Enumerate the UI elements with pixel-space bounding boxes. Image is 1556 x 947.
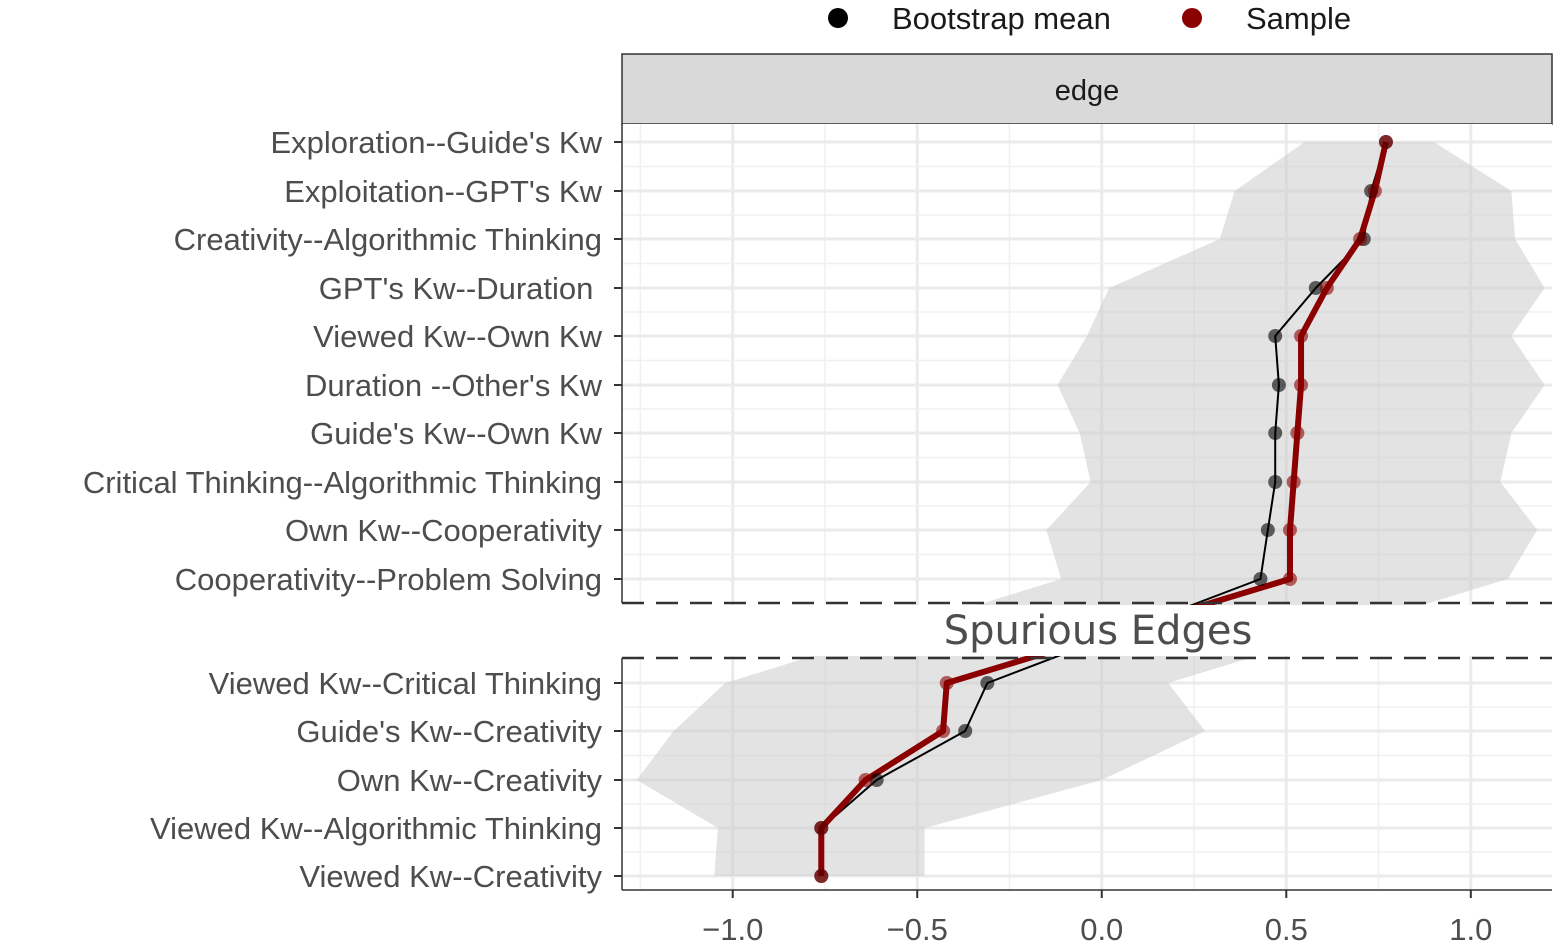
- point-sample: [1283, 523, 1297, 537]
- point-sample: [936, 724, 950, 738]
- x-tick-label: 0.5: [1265, 912, 1308, 947]
- legend-label-sample: Sample: [1246, 1, 1351, 36]
- legend-marker-bootstrap-mean: [828, 8, 848, 28]
- x-tick-label: −0.5: [887, 912, 948, 947]
- y-axis-labels: Exploration--Guide's Kw Exploitation--GPT…: [83, 125, 603, 894]
- point-sample: [1290, 426, 1304, 440]
- y-label-guide-s-kw-creativity: Guide's Kw--Creativity: [296, 714, 602, 749]
- point-sample: [859, 773, 873, 787]
- y-label-guide-s-kw-own-kw: Guide's Kw--Own Kw: [310, 416, 602, 451]
- point-bootstrap-mean: [958, 724, 972, 738]
- legend-marker-sample: [1182, 8, 1202, 28]
- point-bootstrap-mean: [1272, 378, 1286, 392]
- spurious-edges-annotation: Spurious Edges: [944, 608, 1253, 654]
- point-sample: [940, 676, 954, 690]
- point-sample: [1294, 329, 1308, 343]
- y-label-exploitation-gpt-s-kw: Exploitation--GPT's Kw: [284, 174, 602, 209]
- point-sample: [1294, 378, 1308, 392]
- y-label-own-kw-creativity: Own Kw--Creativity: [337, 763, 603, 798]
- x-tick-label: 1.0: [1449, 912, 1492, 947]
- point-sample: [1379, 135, 1393, 149]
- point-bootstrap-mean: [1268, 475, 1282, 489]
- point-bootstrap-mean: [1268, 426, 1282, 440]
- y-label-critical-thinking-algorithmic-thinking: Critical Thinking--Algorithmic Thinking: [83, 465, 602, 500]
- x-tick-label: 0.0: [1080, 912, 1123, 947]
- y-label-viewed-kw-critical-thinking: Viewed Kw--Critical Thinking: [209, 666, 602, 701]
- point-bootstrap-mean: [1261, 523, 1275, 537]
- x-tick-label: −1.0: [702, 912, 763, 947]
- point-sample: [1287, 475, 1301, 489]
- point-sample: [1283, 572, 1297, 586]
- y-label-viewed-kw-creativity: Viewed Kw--Creativity: [299, 859, 602, 894]
- legend-label-bootstrap-mean: Bootstrap mean: [892, 1, 1111, 36]
- facet-strip: edge: [622, 54, 1552, 124]
- facet-strip-label: edge: [1055, 75, 1120, 107]
- y-label-viewed-kw-own-kw: Viewed Kw--Own Kw: [313, 319, 602, 354]
- y-label-creativity-algorithmic-thinking: Creativity--Algorithmic Thinking: [174, 222, 602, 257]
- y-label-duration-other-s-kw: Duration --Other's Kw: [305, 368, 603, 403]
- point-sample: [814, 821, 828, 835]
- y-label-exploration-guide-s-kw: Exploration--Guide's Kw: [270, 125, 602, 160]
- point-sample: [814, 869, 828, 883]
- point-bootstrap-mean: [1253, 572, 1267, 586]
- legend: Bootstrap mean Sample: [828, 1, 1351, 36]
- point-sample: [1353, 232, 1367, 246]
- point-sample: [1320, 281, 1334, 295]
- point-bootstrap-mean: [980, 676, 994, 690]
- point-bootstrap-mean: [1268, 329, 1282, 343]
- y-label-viewed-kw-algorithmic-thinking: Viewed Kw--Algorithmic Thinking: [150, 811, 602, 846]
- point-sample: [1368, 184, 1382, 198]
- y-label-own-kw-cooperativity: Own Kw--Cooperativity: [285, 513, 602, 548]
- y-label-gpt-s-kw-duration: GPT's Kw--Duration: [319, 271, 602, 306]
- x-axis-labels: −1.0 −0.5 0.0 0.5 1.0: [702, 912, 1492, 947]
- y-label-cooperativity-problem-solving: Cooperativity--Problem Solving: [175, 562, 602, 597]
